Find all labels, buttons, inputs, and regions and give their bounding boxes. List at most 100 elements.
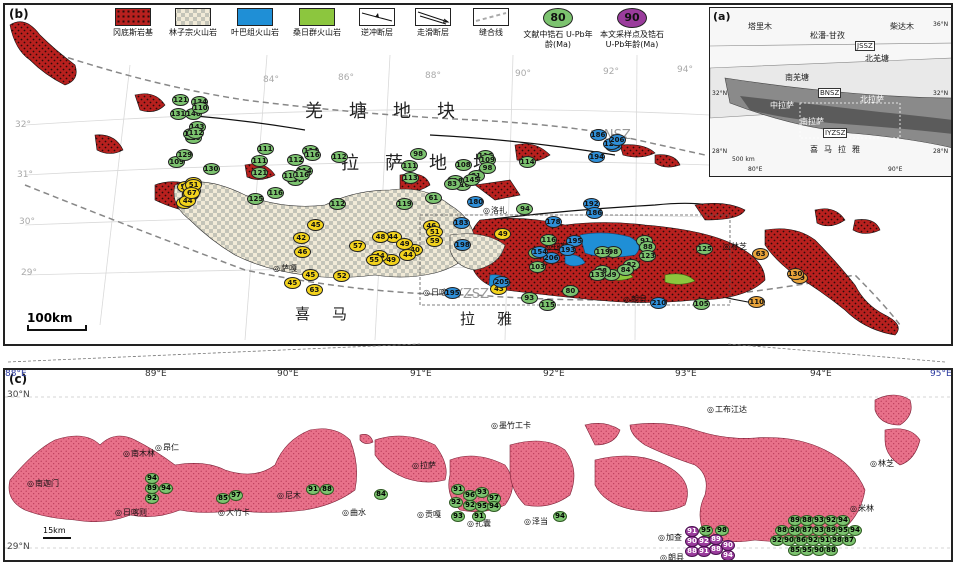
panel-a-inset: (a) 塔里木 柴达木 松潘-甘孜 JSSZ 北羌塘 南羌塘 BNSZ 中拉萨 … <box>709 7 951 177</box>
panel-c-city: 贡嘎 <box>417 509 441 520</box>
age-marker: 186 <box>589 128 607 141</box>
inset-tick-28n-right: 28°N <box>933 148 949 155</box>
age-marker: 198 <box>453 238 471 251</box>
panel-c-age-marker: 93 <box>475 487 489 498</box>
panel-c-lon-tick: 93°E <box>675 369 697 379</box>
lon-tick: 88° <box>425 71 441 81</box>
panel-c-label: (c) <box>9 372 28 386</box>
age-marker: 112 <box>287 154 305 167</box>
lon-tick: 86° <box>338 73 354 83</box>
panel-c-age-marker: 94 <box>159 483 173 494</box>
legend-item-linzizong: 林子宗火山岩 <box>165 8 221 38</box>
panel-c-city: 林芝 <box>870 458 894 469</box>
inset-line <box>710 42 951 47</box>
age-marker: 114 <box>518 156 536 169</box>
panel-c-lon-tick: 88°E <box>5 369 27 379</box>
panel-c-city: 日喀则 <box>115 507 147 518</box>
qiangtang-label: 羌塘地块 <box>305 101 481 122</box>
age-marker: 111 <box>250 154 268 167</box>
age-marker: 205 <box>493 275 511 288</box>
panel-c-age-marker: 85 <box>216 493 230 504</box>
panel-c-age-marker: 84 <box>374 489 388 500</box>
panel-c-lat-tick: 30°N <box>7 390 30 400</box>
inset-study-box <box>799 102 901 139</box>
panel-c-city: 大竹卡 <box>218 507 250 518</box>
age-marker: 178 <box>544 215 562 228</box>
legend: 冈底斯岩基 林子宗火山岩 叶巴组火山岩 桑日群火山岩 逆冲断层 走滑断层 缝合线 80 文献中锆… <box>105 8 705 68</box>
age-marker: 130 <box>786 267 804 280</box>
inset-jssz: JSSZ <box>855 41 875 51</box>
linzizong-volcanics <box>173 181 506 278</box>
lat-tick: 29° <box>21 268 37 278</box>
panel-c-city: 昂仁 <box>155 442 179 453</box>
age-marker: 116 <box>293 169 311 182</box>
legend-swatch-linzizong <box>175 8 211 26</box>
inset-tick-90e: 90°E <box>888 166 903 173</box>
legend-item-gangdese: 冈底斯岩基 <box>105 8 161 38</box>
age-marker: 63 <box>752 248 770 261</box>
age-marker: 108 <box>454 159 472 172</box>
legend-ellipse-lit_age: 80 <box>543 8 573 28</box>
age-marker: 116 <box>267 186 285 199</box>
age-marker: 116 <box>303 149 321 162</box>
age-marker: 45 <box>307 218 325 231</box>
legend-label-thrust: 逆冲断层 <box>361 28 393 37</box>
inset-tarim: 塔里木 <box>748 22 772 31</box>
age-marker: 123 <box>639 249 657 262</box>
age-marker: 121 <box>251 166 269 179</box>
city-luozha: 洛扎 <box>483 205 507 216</box>
panel-c-city: 工布江达 <box>707 404 747 415</box>
age-marker: 45 <box>283 276 301 289</box>
legend-swatch-strike_slip <box>415 8 451 26</box>
panel-c-city: 拉萨 <box>412 460 436 471</box>
age-marker: 57 <box>349 239 367 252</box>
age-marker: 195 <box>443 286 461 299</box>
panel-c-city: 南木林 <box>123 448 155 459</box>
lon-tick: 94° <box>677 65 693 75</box>
legend-item-lit_age: 80 文献中锆石 U-Pb年龄(Ma) <box>523 8 593 50</box>
age-marker: 103 <box>529 261 547 274</box>
age-marker: 145 <box>463 174 481 187</box>
lon-tick: 90° <box>515 69 531 79</box>
inset-scale: 500 km <box>732 156 755 163</box>
legend-label-suture: 缝合线 <box>479 28 503 37</box>
panel-c-graphics <box>5 394 951 549</box>
panel-a-graphics <box>710 42 951 148</box>
age-marker: 119 <box>395 197 413 210</box>
city-linzhi: 林芝 <box>723 241 747 252</box>
legend-label-linzizong: 林子宗火山岩 <box>169 28 217 37</box>
legend-item-suture: 缝合线 <box>463 8 519 38</box>
inset-qaidam: 柴达木 <box>890 22 914 31</box>
age-marker: 125 <box>247 192 265 205</box>
age-marker: 206 <box>608 134 626 147</box>
panel-c-batholith <box>8 394 921 542</box>
legend-label-lit_age: 文献中锆石 U-Pb年龄(Ma) <box>523 30 593 49</box>
age-marker: 111 <box>256 143 274 155</box>
lon-tick: 84° <box>263 75 279 85</box>
legend-swatch-yeba <box>237 8 273 26</box>
panel-connector <box>7 343 946 363</box>
age-marker: 52 <box>333 269 351 282</box>
lat-tick: 30° <box>19 217 35 227</box>
age-marker: 210 <box>650 296 668 309</box>
panel-c-age-marker: 91 <box>451 484 465 495</box>
panel-c-age-marker: 94 <box>553 511 567 522</box>
age-marker: 186 <box>586 207 604 220</box>
city-shigatse: 日喀则 <box>423 287 455 298</box>
inset-tick-28n: 28°N <box>712 148 728 155</box>
age-marker: 110 <box>748 295 766 308</box>
panel-c-lon-tick: 89°E <box>145 369 167 379</box>
panel-c-city: 墨竹工卡 <box>491 420 531 431</box>
panel-c-city: 曲水 <box>342 507 366 518</box>
panel-c-city: 泽当 <box>524 516 548 527</box>
inset-tick-32n-right: 32°N <box>933 90 949 97</box>
panel-c-age-marker: 94 <box>487 501 501 512</box>
age-marker: 84 <box>617 264 635 277</box>
age-marker: 49 <box>494 228 512 241</box>
panel-c-graticule <box>5 396 951 549</box>
age-marker: 154 <box>531 245 549 258</box>
yzsz-suture <box>24 184 901 326</box>
panel-c-city: 米林 <box>850 503 874 514</box>
inset-bnsz: BNSZ <box>818 88 842 98</box>
legend-label-this_age: 本文采样点及锆石 U-Pb年龄(Ma) <box>600 30 664 49</box>
